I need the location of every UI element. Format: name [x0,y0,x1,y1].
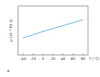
annotation: a [7,68,10,73]
x-tick-label: -20 [30,57,37,61]
x-tick [33,54,34,56]
x-tick-label: -40 [20,57,27,61]
plot-frame [18,6,88,55]
y-axis-label: μ (10⁻⁶ Pa·s) [9,19,13,42]
x-tick-label: 40 [61,57,66,61]
x-tick [23,54,24,56]
series-line [23,20,83,38]
chart: -40-20 0 20 40 60 80T (°C) μ (10⁻⁶ Pa·s) a [0,0,100,77]
x-tick-label: 20 [51,57,56,61]
x-tick-label: 80 [81,57,86,61]
x-tick [43,54,44,56]
plot-marks [23,20,83,38]
x-tick [83,54,84,56]
x-tick [73,54,74,56]
x-tick [63,54,64,56]
x-tick-label: 60 [71,57,76,61]
x-tick [53,54,54,56]
x-tick-label: 0 [42,57,45,61]
x-axis-label: T (°C) [88,57,100,61]
